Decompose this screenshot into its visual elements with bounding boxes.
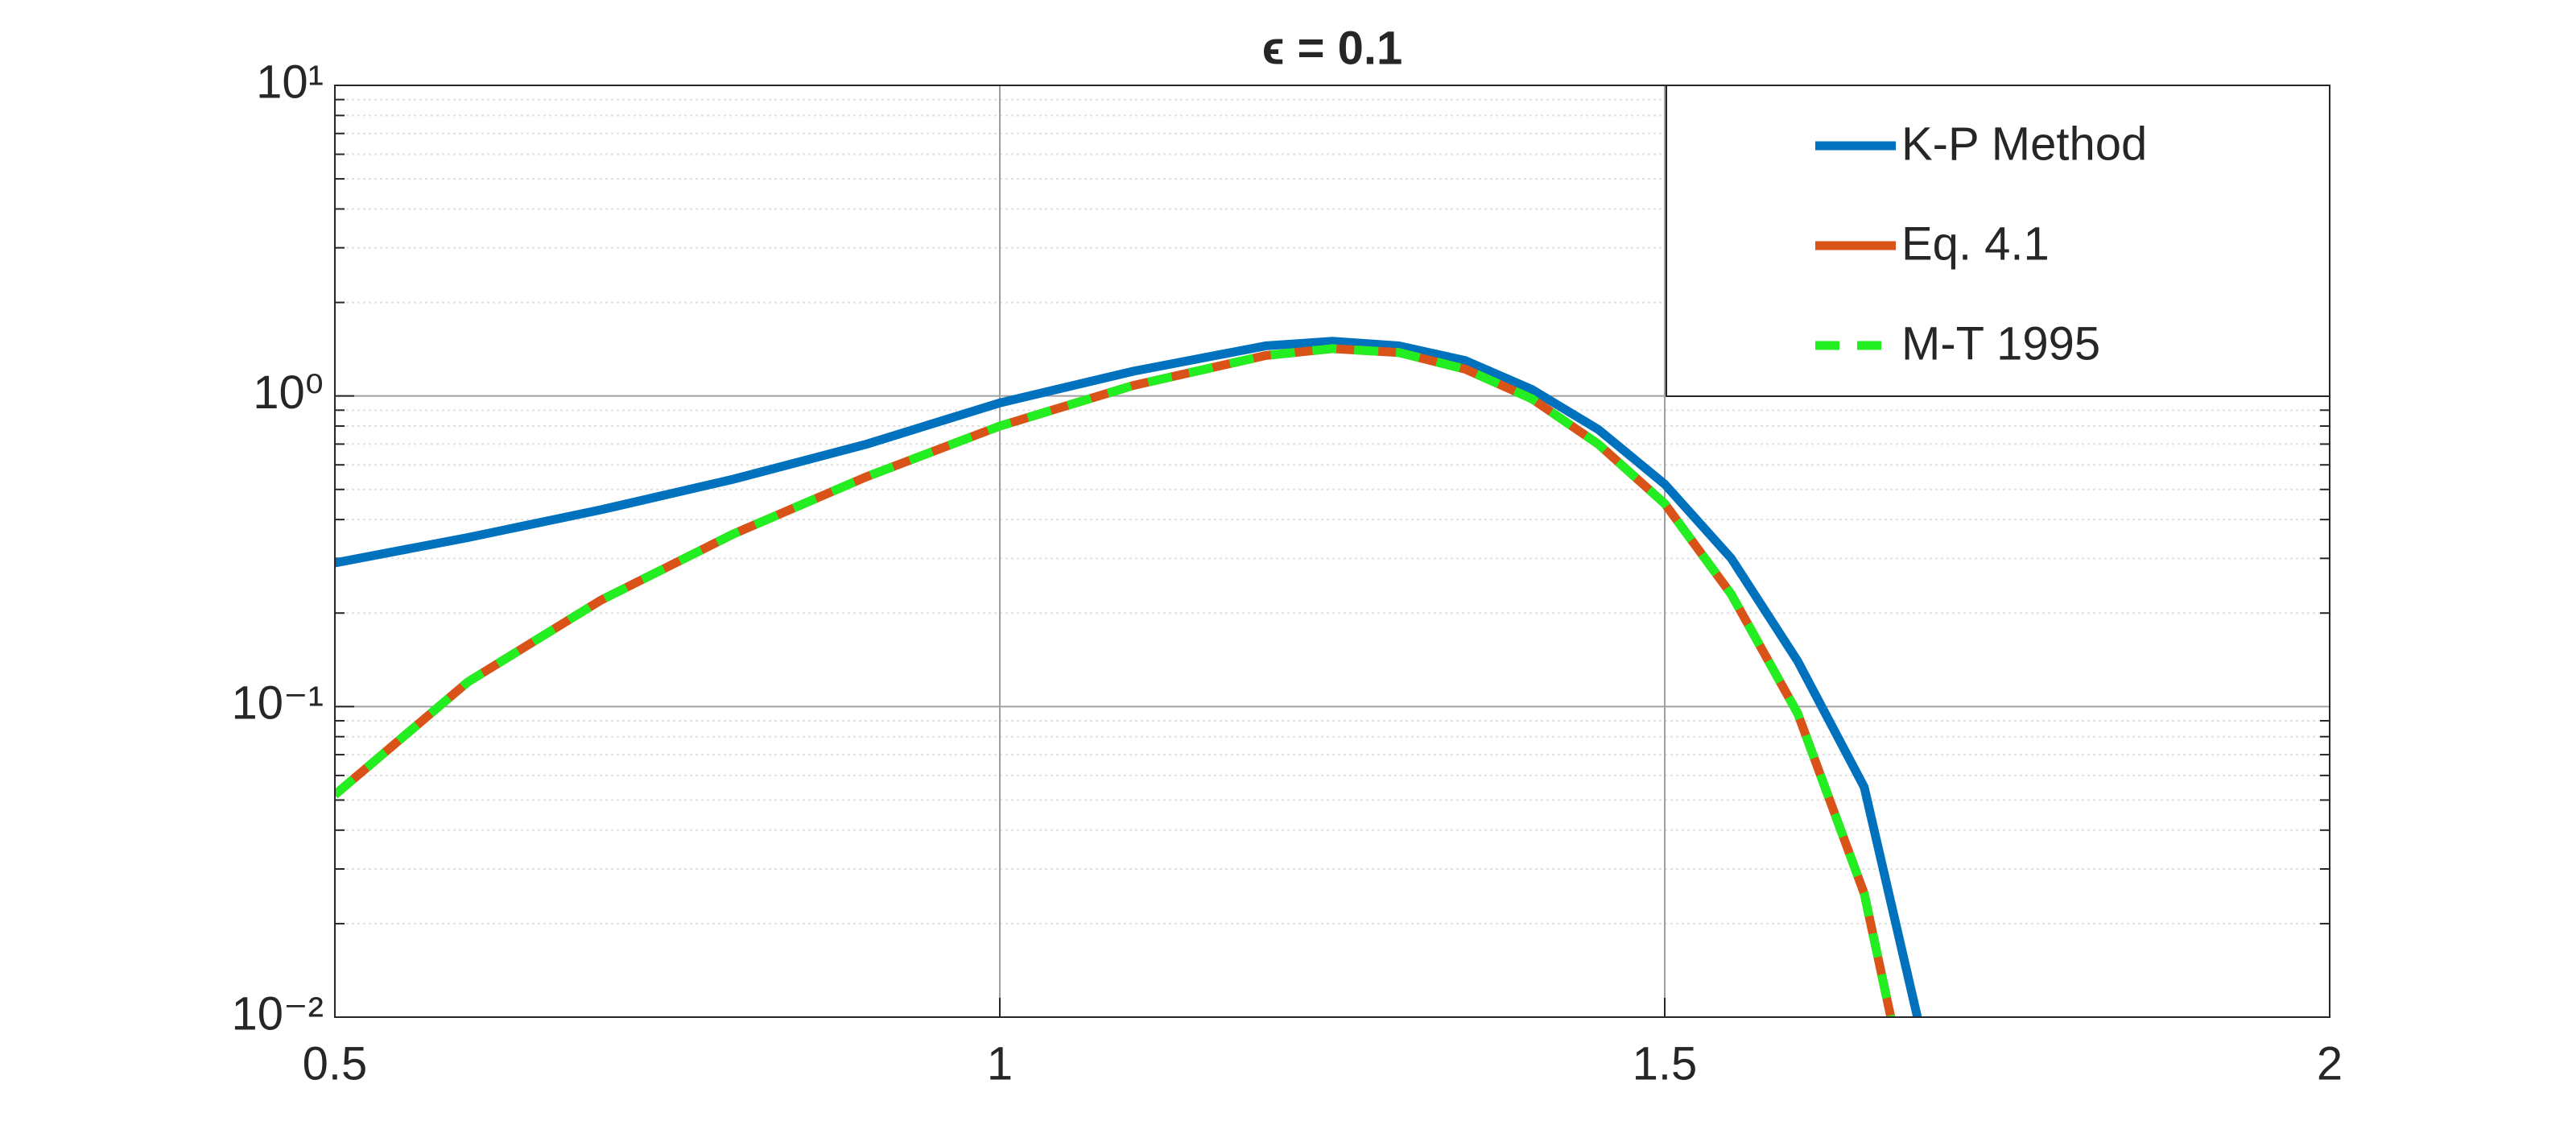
axes-box bbox=[334, 85, 2330, 1018]
line bbox=[335, 344, 1896, 1017]
y-tick-label: 10⁻² bbox=[232, 987, 324, 1040]
y-tick-label: 10⁻¹ bbox=[232, 677, 324, 730]
legend-label: K-P Method bbox=[1901, 118, 2147, 170]
x-tick-label: 1 bbox=[987, 1037, 1013, 1090]
legend-label: M-T 1995 bbox=[1901, 317, 2100, 370]
x-tick-label: 2 bbox=[2317, 1037, 2343, 1090]
line bbox=[335, 337, 1922, 1017]
line bbox=[335, 344, 1896, 1017]
y-tick-label: 10⁰ bbox=[253, 366, 324, 419]
x-tick-label: 0.5 bbox=[303, 1037, 368, 1090]
chart-title: ϵ = 0.1 bbox=[1262, 22, 1402, 74]
x-tick-label: 1.5 bbox=[1633, 1037, 1698, 1090]
legend-label: Eq. 4.1 bbox=[1901, 217, 2050, 270]
y-tick-label: 10¹ bbox=[256, 56, 324, 108]
legend-box bbox=[1666, 85, 2330, 397]
